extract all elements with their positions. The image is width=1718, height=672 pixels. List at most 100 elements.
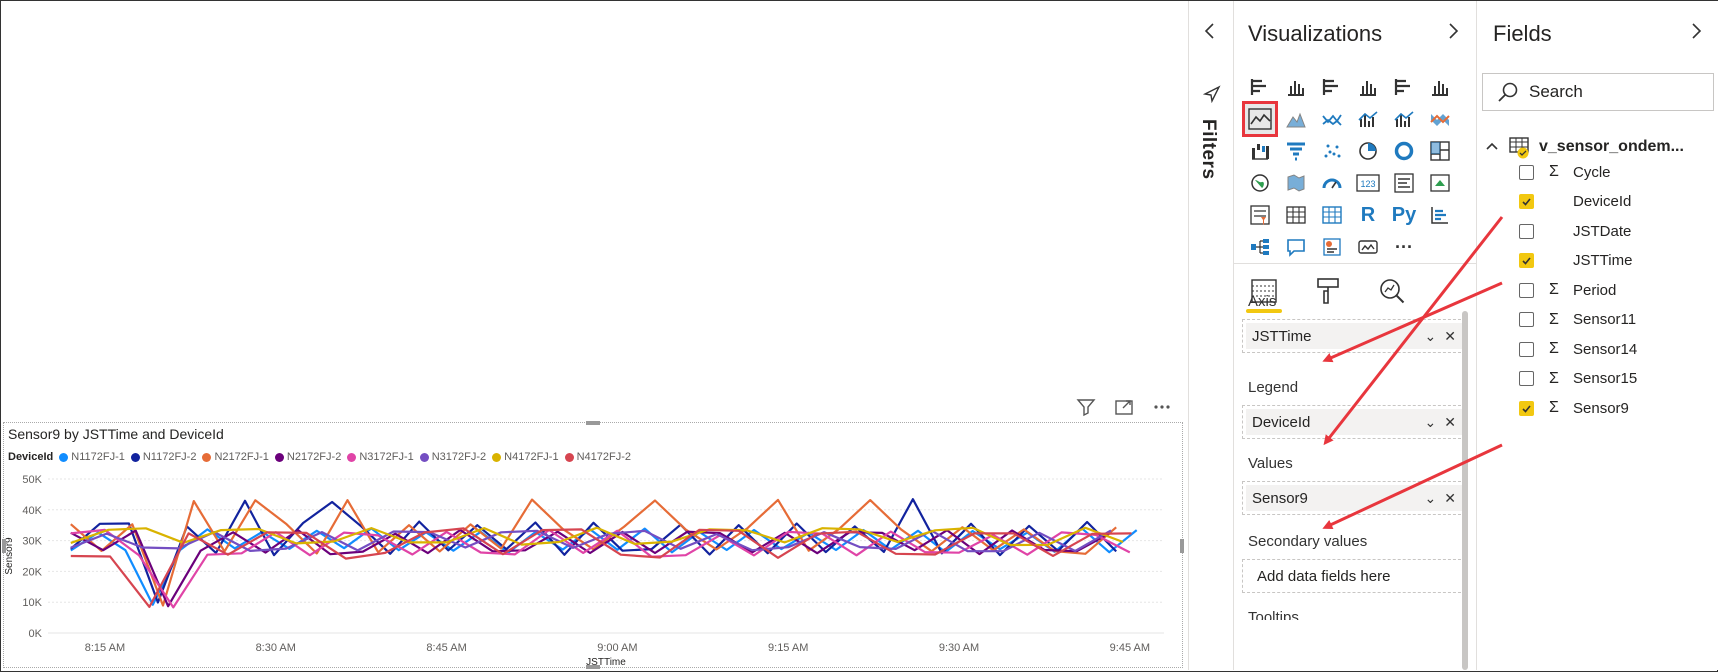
field-item-jsttime[interactable]: JSTTime [1519,247,1632,275]
multi-row-card-icon[interactable] [1388,167,1420,199]
field-item-sensor15[interactable]: Σ Sensor15 [1519,365,1637,393]
field-item-jstdate[interactable]: JSTDate [1519,217,1631,245]
stacked-column-icon[interactable] [1280,71,1312,103]
waterfall-icon[interactable] [1244,135,1276,167]
search-input[interactable] [1527,81,1691,103]
treemap-icon[interactable] [1424,135,1456,167]
clustered-column-icon[interactable] [1352,71,1384,103]
clustered-bar-icon[interactable] [1316,71,1348,103]
chevron-left-icon[interactable] [1203,21,1217,47]
focus-mode-icon[interactable] [1112,395,1136,419]
chevron-up-icon[interactable] [1485,138,1499,156]
line-chart-icon[interactable] [1242,101,1278,137]
values-field-pill[interactable]: Sensor9 ⌄ ✕ [1246,485,1462,511]
fields-tab-icon[interactable] [1244,271,1284,313]
axis-field-name: JSTTime [1252,327,1312,345]
filters-label[interactable]: Filters [1198,119,1219,180]
smart-narrative-icon[interactable] [1316,231,1348,263]
tooltips-well-label: Tooltips [1248,609,1299,620]
ribbon-chart-icon[interactable] [1424,103,1456,135]
scatter-icon[interactable] [1316,135,1348,167]
close-icon[interactable]: ✕ [1444,489,1456,506]
field-item-sensor11[interactable]: Σ Sensor11 [1519,306,1636,334]
chevron-right-icon[interactable] [1446,21,1460,47]
field-item-cycle[interactable]: Σ Cycle [1519,158,1611,186]
slicer-icon[interactable] [1244,199,1276,231]
axis-field-pill[interactable]: JSTTime ⌄ ✕ [1246,323,1462,349]
key-influencers-icon[interactable] [1424,199,1456,231]
legend-field-pill[interactable]: DeviceId ⌄ ✕ [1246,409,1462,435]
chevron-right-icon[interactable] [1689,21,1703,47]
legend-item[interactable]: N1172FJ-2 [130,451,196,463]
field-checkbox[interactable] [1519,341,1534,357]
analytics-tab-icon[interactable] [1372,271,1412,311]
funnel-icon[interactable] [1280,135,1312,167]
field-checkbox[interactable] [1519,312,1534,327]
pie-chart-icon[interactable] [1352,135,1384,167]
kpi-icon[interactable] [1424,167,1456,199]
legend-item[interactable]: N3172FJ-2 [419,451,486,463]
resize-handle-right[interactable] [1180,539,1184,553]
filter-icon[interactable] [1074,395,1098,419]
filter-pane-icon[interactable] [1202,85,1221,108]
legend-item[interactable]: N4172FJ-1 [492,451,559,463]
field-item-sensor14[interactable]: Σ Sensor14 [1519,335,1637,363]
resize-handle-left[interactable] [2,539,6,553]
filled-map-icon[interactable] [1280,167,1312,199]
field-item-period[interactable]: Σ Period [1519,276,1616,304]
field-item-deviceid[interactable]: DeviceId [1519,188,1631,216]
legend-item[interactable]: N3172FJ-1 [347,451,414,463]
more-visuals-icon[interactable]: ··· [1388,231,1420,263]
field-checkbox[interactable] [1519,164,1534,180]
line-stacked-column-icon[interactable] [1388,103,1420,135]
report-canvas[interactable]: Sensor9 by JSTTime and DeviceId DeviceId… [1,1,1188,670]
format-tab-icon[interactable] [1308,271,1348,311]
qa-icon[interactable] [1280,231,1312,263]
close-icon[interactable]: ✕ [1444,413,1456,430]
100-stacked-column-icon[interactable] [1424,71,1456,103]
field-checkbox[interactable] [1519,253,1534,268]
paginated-report-icon[interactable] [1352,231,1384,263]
field-checkbox[interactable] [1519,223,1534,239]
donut-chart-icon[interactable] [1388,135,1420,167]
more-options-icon[interactable] [1150,395,1174,419]
secondary-values-well[interactable]: Add data fields here [1242,559,1466,593]
search-box[interactable] [1482,73,1714,111]
r-visual-icon[interactable]: R [1352,199,1384,231]
resize-handle-bottom[interactable] [586,665,600,669]
field-checkbox[interactable] [1519,371,1534,386]
close-icon[interactable]: ✕ [1444,327,1456,344]
table-icon[interactable] [1280,199,1312,231]
map-icon[interactable] [1244,167,1276,199]
legend-item[interactable]: N2172FJ-2 [274,451,341,463]
matrix-icon[interactable] [1316,199,1348,231]
area-chart-icon[interactable] [1280,103,1312,135]
gauge-icon[interactable] [1316,167,1348,199]
line-clustered-column-icon[interactable] [1352,103,1384,135]
field-checkbox[interactable] [1519,400,1534,416]
chevron-down-icon[interactable]: ⌄ [1424,489,1437,506]
line-chart-visual[interactable]: Sensor9 by JSTTime and DeviceId DeviceId… [2,421,1184,669]
field-item-sensor9[interactable]: Σ Sensor9 [1519,394,1629,422]
python-visual-icon[interactable]: Py [1388,199,1420,231]
values-well[interactable]: Sensor9 ⌄ ✕ [1242,481,1466,515]
field-checkbox[interactable] [1519,194,1534,209]
legend-item[interactable]: N2172FJ-1 [202,451,269,463]
resize-handle-top[interactable] [586,421,600,425]
checkmark-icon [1522,257,1531,265]
100-stacked-bar-icon[interactable] [1388,71,1420,103]
chevron-down-icon[interactable]: ⌄ [1424,327,1437,344]
axis-well[interactable]: JSTTime ⌄ ✕ [1242,319,1466,353]
card-icon[interactable]: 123 [1352,167,1384,199]
pane-scrollbar[interactable] [1462,311,1468,670]
chevron-down-icon[interactable]: ⌄ [1424,413,1437,430]
stacked-area-icon[interactable] [1316,103,1348,135]
field-checkbox[interactable] [1519,282,1534,298]
table-node[interactable]: v_sensor_ondem... [1485,137,1684,159]
legend-well[interactable]: DeviceId ⌄ ✕ [1242,405,1466,439]
decomposition-tree-icon[interactable] [1244,231,1276,263]
legend-item[interactable]: N4172FJ-2 [564,451,631,463]
legend-marker [202,452,212,462]
stacked-bar-icon[interactable] [1244,71,1276,103]
legend-item[interactable]: N1172FJ-1 [59,451,125,463]
